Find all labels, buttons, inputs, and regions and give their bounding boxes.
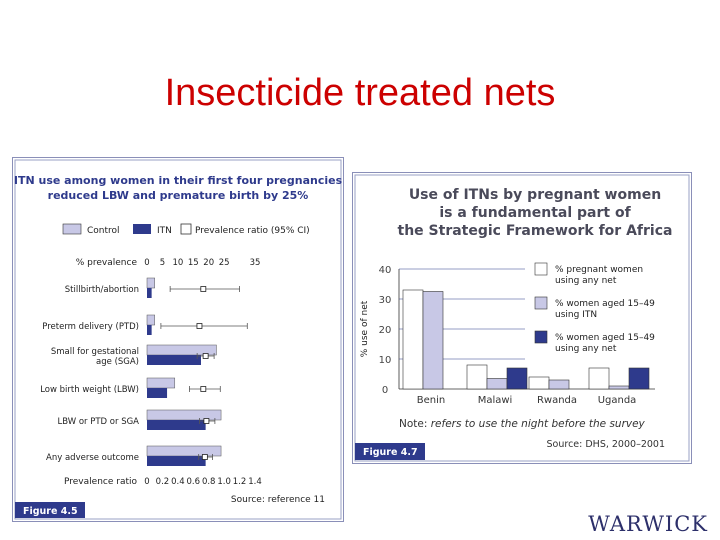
figure-frame — [354, 174, 690, 462]
bar-control — [146, 409, 222, 421]
legend-swatch-control — [62, 223, 82, 235]
bar-control — [146, 445, 222, 457]
legend-label: Control — [87, 226, 120, 236]
x-tick-label: Benin — [417, 395, 445, 406]
bar-control — [146, 277, 155, 289]
bar-itn — [147, 325, 152, 335]
legend-label: using any net — [555, 344, 617, 354]
source-label: Source: DHS, 2000–2001 — [547, 439, 665, 450]
category-label: Any adverse outcome — [46, 453, 139, 463]
x-tick-label-top: 35 — [250, 258, 261, 268]
y-tick-label: 0 — [382, 385, 388, 396]
figure-4-5-chart: ITN use among women in their first four … — [14, 159, 343, 520]
note-prefix: Note: — [399, 418, 431, 430]
legend-swatch-itn — [133, 224, 151, 234]
x-tick-label-bottom: 1.4 — [248, 477, 262, 487]
category-label: LBW or PTD or SGA — [57, 417, 139, 427]
bar-itn — [147, 288, 152, 298]
legend-label: Prevalence ratio (95% CI) — [195, 226, 310, 236]
x-tick-label-top: 20 — [203, 258, 214, 268]
legend-label: using ITN — [555, 310, 597, 320]
bar-women-itn — [486, 378, 508, 390]
bar-pregnant-any-net — [528, 376, 550, 390]
note-text: Note: refers to use the night before the… — [399, 418, 646, 430]
bar-women-any-net — [506, 367, 528, 390]
figure-4-7-chart: Use of ITNs by pregnant women is a fundam… — [354, 174, 690, 462]
ratio-marker — [203, 418, 210, 424]
bar-itn — [147, 420, 206, 430]
legend-swatch — [534, 262, 548, 276]
x-tick-label-bottom: 0.6 — [187, 477, 201, 487]
figure-label-box — [15, 502, 85, 518]
chart-title-line: is a fundamental part of — [439, 205, 631, 221]
slide-title: Insecticide treated nets — [164, 72, 556, 114]
legend-label: ITN — [157, 226, 172, 236]
chart-title-line: ITN use among women in their first four … — [14, 174, 343, 187]
y-tick-label: 40 — [379, 265, 392, 276]
x-tick-label-bottom: 0.2 — [156, 477, 170, 487]
x-tick-label-bottom: 0.8 — [202, 477, 216, 487]
legend-swatch — [534, 330, 548, 344]
legend-label: % pregnant women — [555, 265, 643, 275]
source-label: Source: reference 11 — [231, 495, 325, 505]
ratio-marker — [202, 353, 209, 359]
figure-label: Figure 4.7 — [363, 447, 418, 458]
bar-itn — [147, 388, 168, 398]
bar-pregnant-any-net — [402, 289, 424, 390]
figure-label: Figure 4.5 — [23, 506, 78, 517]
category-label: Low birth weight (LBW) — [40, 385, 139, 395]
legend-label: % women aged 15–49 — [555, 299, 655, 309]
y-tick-label: 10 — [379, 355, 392, 366]
ratio-marker — [200, 386, 207, 392]
bar-itn — [147, 355, 201, 365]
x-tick-label: Uganda — [598, 395, 637, 406]
x-tick-label: Malawi — [478, 395, 513, 406]
figure-4-5-panel: ITN use among women in their first four … — [12, 157, 344, 522]
x-tick-label-top: 0 — [144, 258, 149, 268]
y-axis-label: % use of net — [360, 300, 370, 357]
category-label: Preterm delivery (PTD) — [42, 322, 139, 332]
legend-label: using any net — [555, 276, 617, 286]
legend-swatch — [534, 296, 548, 310]
note-body: refers to use the night before the surve… — [431, 418, 646, 430]
x-tick-label-bottom: 1.2 — [233, 477, 247, 487]
category-label: age (SGA) — [96, 357, 139, 367]
bar-women-itn — [422, 291, 444, 390]
legend-swatch-ratio — [180, 223, 192, 235]
x-tick-label-bottom: 0.4 — [171, 477, 185, 487]
x-axis-label-bottom: Prevalence ratio — [64, 477, 137, 487]
ratio-marker — [200, 286, 207, 292]
x-tick-label-top: 10 — [172, 258, 183, 268]
x-tick-label-top: 15 — [188, 258, 199, 268]
figure-frame — [14, 159, 342, 520]
bar-control — [146, 377, 176, 389]
x-axis-label-top: % prevalence — [76, 258, 138, 268]
x-tick-label-top: 25 — [219, 258, 230, 268]
bar-women-itn — [548, 379, 570, 390]
warwick-logo: WARWICK — [588, 512, 708, 536]
y-tick-label: 30 — [379, 295, 392, 306]
bar-itn — [147, 456, 206, 466]
figure-4-7-panel: Use of ITNs by pregnant women is a fundam… — [352, 172, 692, 464]
ratio-marker — [201, 454, 208, 460]
ratio-marker — [196, 323, 203, 329]
y-tick-label: 20 — [379, 325, 392, 336]
bar-pregnant-any-net — [466, 364, 488, 390]
x-tick-label-bottom: 1.0 — [217, 477, 231, 487]
x-tick-label-bottom: 0 — [144, 477, 149, 487]
figure-label-box — [355, 443, 425, 460]
category-label: Small for gestational — [51, 347, 139, 357]
legend-label: % women aged 15–49 — [555, 333, 655, 343]
bar-women-itn — [608, 385, 630, 390]
bar-pregnant-any-net — [588, 367, 610, 390]
chart-title-line: Use of ITNs by pregnant women — [409, 187, 661, 203]
category-label: Stillbirth/abortion — [65, 285, 139, 295]
x-tick-label-top: 5 — [160, 258, 165, 268]
chart-title-line: the Strategic Framework for Africa — [398, 223, 673, 239]
chart-title-line: reduced LBW and premature birth by 25% — [48, 189, 309, 202]
x-tick-label: Rwanda — [537, 395, 577, 406]
bar-women-any-net — [628, 367, 650, 390]
bar-control — [146, 314, 155, 326]
